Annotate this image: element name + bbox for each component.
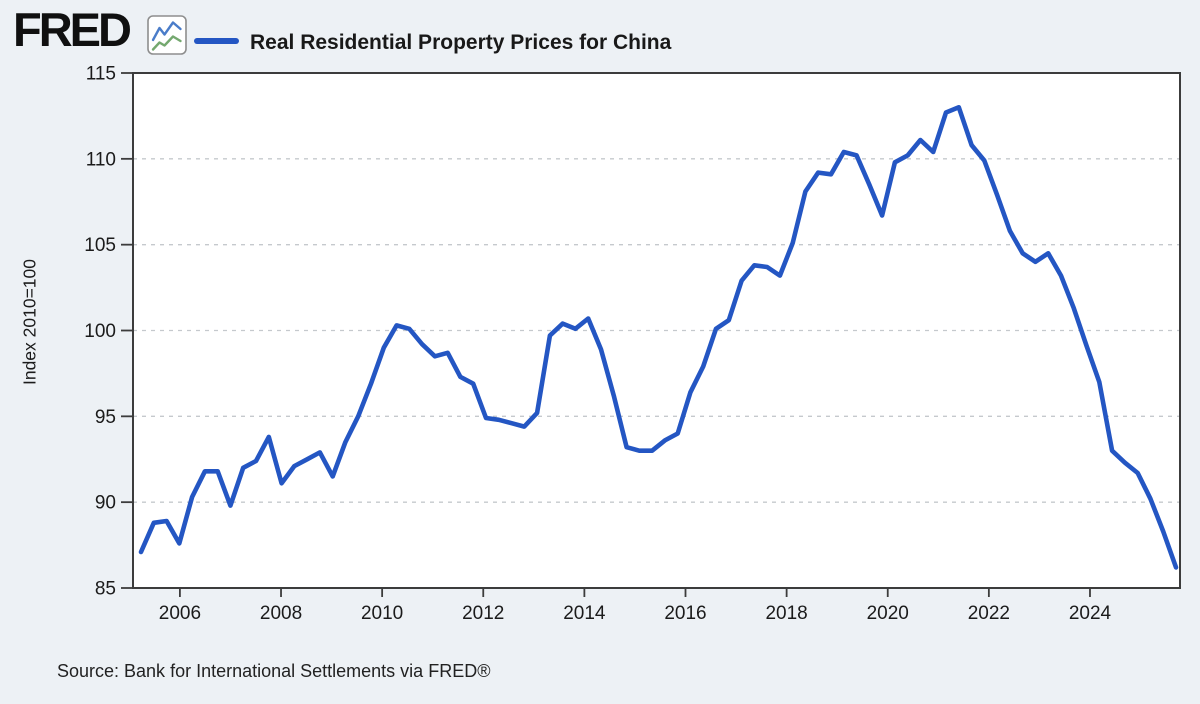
x-axis-tick-label: 2008 [260, 603, 302, 624]
x-axis-tick-label: 2022 [968, 603, 1010, 624]
x-axis-tick-label: 2012 [462, 603, 504, 624]
fred-logo: FRED [13, 3, 132, 56]
series-legend-swatch [194, 38, 239, 44]
y-axis-title: Index 2010=100 [19, 258, 40, 386]
x-axis-tick-label: 2014 [563, 603, 606, 624]
y-axis-tick-label: 100 [84, 321, 116, 342]
data-series-line [138, 105, 1179, 570]
x-axis-tick-label: 2010 [361, 603, 403, 624]
y-axis-tick-label: 90 [95, 493, 116, 514]
plot-frame [132, 72, 1181, 589]
chart-title: Real Residential Property Prices for Chi… [250, 31, 672, 54]
x-axis-tick-label: 2018 [765, 603, 807, 624]
x-axis-tick-label: 2020 [867, 603, 909, 624]
y-axis-tick-label: 110 [86, 149, 116, 170]
source-note: Source: Bank for International Settlemen… [57, 661, 491, 681]
logo-icon-green-sparkline [151, 35, 182, 51]
x-axis-tick-label: 2006 [159, 603, 201, 624]
x-axis-tick-label: 2016 [664, 603, 706, 624]
y-axis-tick-label: 105 [84, 235, 116, 256]
y-axis-tick-label: 95 [95, 407, 116, 428]
y-axis-tick-label: 85 [95, 579, 116, 600]
fred-logo-sparkline-icon [147, 15, 187, 55]
x-axis-tick-label: 2024 [1069, 603, 1112, 624]
logo-icon-blue-sparkline [151, 21, 182, 42]
y-axis-tick-label: 115 [86, 64, 116, 85]
